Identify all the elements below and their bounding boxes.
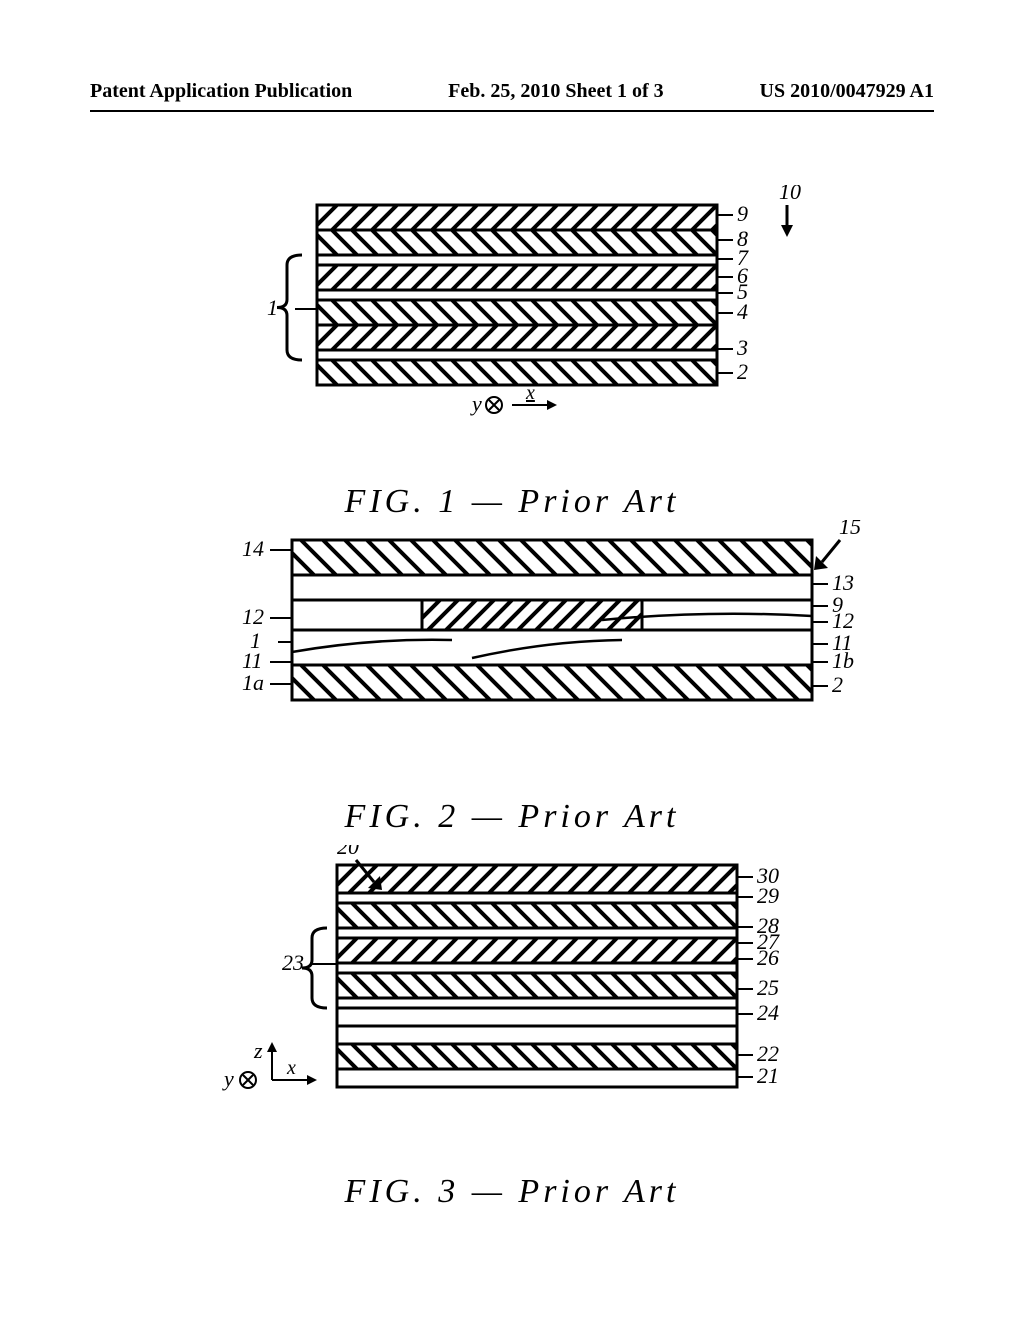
page: Patent Application Publication Feb. 25, … — [0, 0, 1024, 1320]
svg-text:z: z — [253, 1038, 263, 1063]
diagram-fig3: 3029282726252422212320zxy — [122, 845, 902, 1155]
header-right: US 2010/0047929 A1 — [760, 80, 934, 103]
page-header: Patent Application Publication Feb. 25, … — [0, 80, 1024, 103]
svg-text:x: x — [525, 382, 535, 404]
svg-text:29: 29 — [757, 883, 779, 908]
svg-text:1a: 1a — [242, 670, 264, 695]
caption-fig2: FIG. 2 — Prior Art — [345, 798, 680, 836]
figure-fig3: 3029282726252422212320zxyFIG. 3 — Prior … — [0, 845, 1024, 1211]
svg-text:9: 9 — [737, 201, 748, 226]
svg-text:y: y — [222, 1066, 234, 1091]
svg-text:2: 2 — [832, 672, 843, 697]
diagram-fig2: 13912111b214121111a15 — [122, 520, 902, 780]
header-rule — [90, 110, 934, 112]
svg-text:14: 14 — [242, 536, 264, 561]
figure-fig2: 13912111b214121111a15FIG. 2 — Prior Art — [0, 520, 1024, 836]
svg-text:12: 12 — [242, 604, 264, 629]
svg-text:x: x — [286, 1057, 296, 1079]
svg-text:10: 10 — [779, 185, 801, 204]
svg-text:25: 25 — [757, 975, 779, 1000]
svg-text:26: 26 — [757, 945, 779, 970]
svg-text:4: 4 — [737, 299, 748, 324]
svg-text:23: 23 — [282, 950, 304, 975]
svg-text:15: 15 — [839, 520, 861, 539]
caption-fig3: FIG. 3 — Prior Art — [345, 1173, 680, 1211]
header-left: Patent Application Publication — [90, 80, 352, 103]
svg-text:1b: 1b — [832, 648, 854, 673]
svg-text:y: y — [470, 391, 482, 416]
svg-text:24: 24 — [757, 1000, 779, 1025]
svg-text:20: 20 — [337, 845, 359, 859]
svg-text:21: 21 — [757, 1063, 779, 1088]
svg-text:3: 3 — [736, 335, 748, 360]
diagram-fig1: 98765432110yx — [122, 185, 902, 465]
svg-text:2: 2 — [737, 359, 748, 384]
figure-fig1: 98765432110yxFIG. 1 — Prior Art — [0, 185, 1024, 521]
header-center: Feb. 25, 2010 Sheet 1 of 3 — [448, 80, 664, 103]
caption-fig1: FIG. 1 — Prior Art — [345, 483, 680, 521]
svg-text:1: 1 — [267, 295, 278, 320]
